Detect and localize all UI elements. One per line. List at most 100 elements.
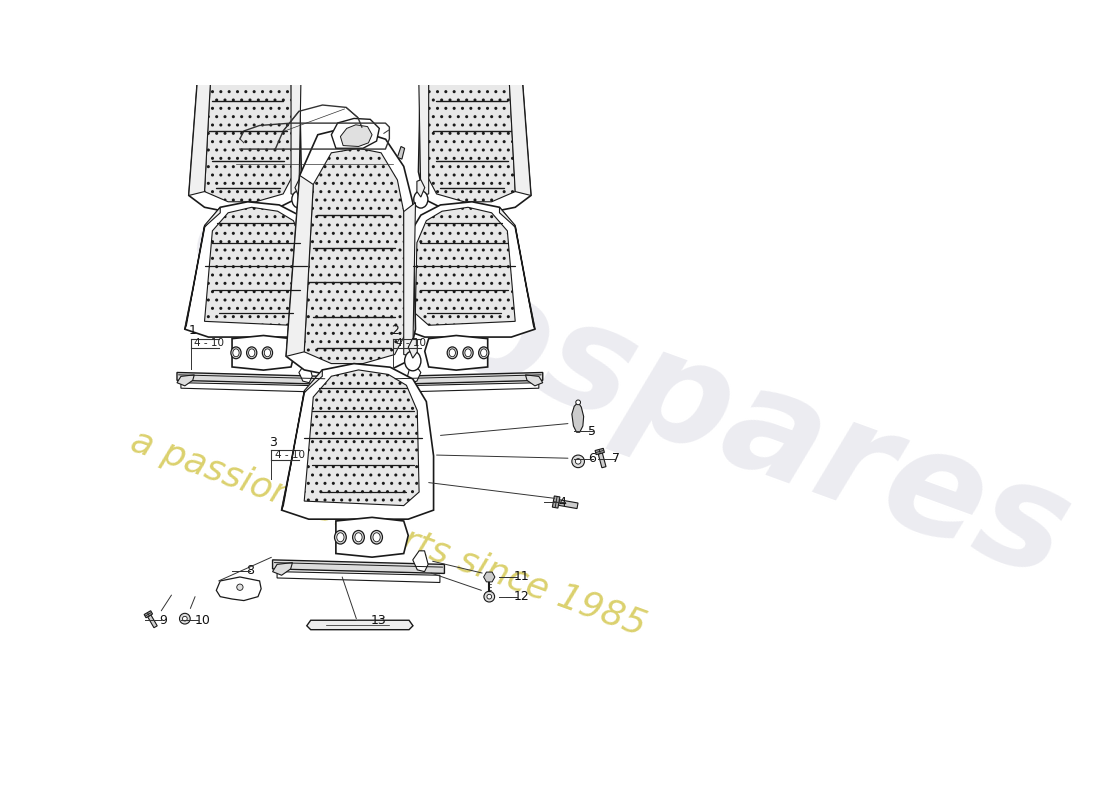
Ellipse shape: [405, 351, 421, 371]
Ellipse shape: [487, 594, 492, 599]
Polygon shape: [417, 180, 425, 197]
Ellipse shape: [575, 400, 581, 405]
Ellipse shape: [484, 591, 495, 602]
Text: 6: 6: [588, 453, 596, 466]
Ellipse shape: [334, 530, 346, 544]
Polygon shape: [185, 202, 317, 337]
Text: 4: 4: [559, 496, 566, 509]
Polygon shape: [434, 13, 440, 24]
Ellipse shape: [481, 349, 487, 357]
Text: a passion for parts since 1985: a passion for parts since 1985: [125, 424, 650, 643]
Polygon shape: [177, 373, 327, 384]
Polygon shape: [205, 207, 305, 326]
Polygon shape: [484, 572, 495, 582]
Ellipse shape: [448, 347, 458, 358]
Text: 4 - 10: 4 - 10: [195, 338, 224, 348]
Polygon shape: [403, 202, 535, 337]
Ellipse shape: [236, 584, 243, 590]
Ellipse shape: [414, 190, 428, 208]
Polygon shape: [450, 0, 492, 14]
Ellipse shape: [360, 145, 367, 153]
Text: eurospares: eurospares: [173, 160, 1088, 608]
Polygon shape: [397, 146, 405, 159]
Polygon shape: [418, 62, 429, 195]
Polygon shape: [331, 118, 379, 148]
Polygon shape: [598, 453, 606, 468]
Text: 8: 8: [246, 564, 254, 577]
Ellipse shape: [572, 455, 584, 468]
Polygon shape: [236, 0, 264, 13]
Polygon shape: [412, 551, 428, 572]
Polygon shape: [559, 500, 578, 509]
Ellipse shape: [575, 458, 581, 464]
Ellipse shape: [253, 134, 283, 164]
Ellipse shape: [373, 533, 381, 542]
Polygon shape: [407, 365, 421, 382]
Ellipse shape: [179, 614, 190, 624]
Polygon shape: [425, 335, 487, 370]
Polygon shape: [305, 148, 406, 363]
Polygon shape: [499, 207, 535, 330]
Polygon shape: [408, 338, 417, 358]
Polygon shape: [292, 62, 301, 195]
Text: 2: 2: [390, 324, 399, 337]
Polygon shape: [595, 448, 604, 454]
Text: 3: 3: [270, 436, 277, 449]
Text: 4 - 10: 4 - 10: [275, 450, 305, 460]
Polygon shape: [273, 560, 444, 574]
Ellipse shape: [258, 140, 277, 158]
Polygon shape: [185, 207, 220, 330]
Ellipse shape: [465, 349, 471, 357]
Polygon shape: [282, 363, 433, 519]
Ellipse shape: [292, 190, 306, 208]
Text: 12: 12: [514, 590, 529, 603]
Polygon shape: [295, 180, 302, 197]
Polygon shape: [205, 14, 293, 202]
Text: 9: 9: [158, 614, 167, 626]
Polygon shape: [180, 382, 322, 392]
Ellipse shape: [262, 347, 273, 358]
Ellipse shape: [349, 134, 378, 164]
Polygon shape: [228, 0, 270, 14]
Polygon shape: [189, 0, 301, 213]
Ellipse shape: [371, 530, 383, 544]
Ellipse shape: [264, 145, 272, 153]
Ellipse shape: [337, 533, 344, 542]
Ellipse shape: [264, 349, 271, 357]
Polygon shape: [307, 620, 412, 630]
Ellipse shape: [249, 349, 255, 357]
Text: 1: 1: [189, 324, 197, 337]
Polygon shape: [305, 370, 419, 506]
Polygon shape: [397, 382, 539, 392]
Ellipse shape: [246, 347, 256, 358]
Polygon shape: [394, 373, 542, 384]
Polygon shape: [144, 610, 153, 618]
Text: 13: 13: [371, 614, 386, 626]
Polygon shape: [336, 518, 408, 557]
Polygon shape: [416, 207, 515, 326]
Polygon shape: [217, 577, 261, 601]
Text: 7: 7: [612, 453, 620, 466]
Text: 10: 10: [195, 614, 211, 626]
Ellipse shape: [354, 140, 373, 158]
Polygon shape: [456, 0, 484, 13]
Polygon shape: [299, 365, 312, 382]
Ellipse shape: [463, 347, 473, 358]
Polygon shape: [572, 402, 584, 432]
Polygon shape: [526, 375, 542, 386]
Ellipse shape: [231, 347, 241, 358]
Ellipse shape: [355, 533, 362, 542]
Polygon shape: [418, 0, 531, 213]
Ellipse shape: [353, 530, 364, 544]
Ellipse shape: [449, 349, 455, 357]
Polygon shape: [273, 562, 293, 575]
Polygon shape: [282, 370, 322, 510]
Polygon shape: [427, 14, 515, 202]
Polygon shape: [177, 375, 195, 386]
Ellipse shape: [183, 616, 187, 621]
Polygon shape: [286, 13, 292, 24]
Text: 11: 11: [514, 570, 529, 583]
Text: 5: 5: [588, 425, 596, 438]
Polygon shape: [232, 335, 295, 370]
Polygon shape: [507, 38, 531, 195]
